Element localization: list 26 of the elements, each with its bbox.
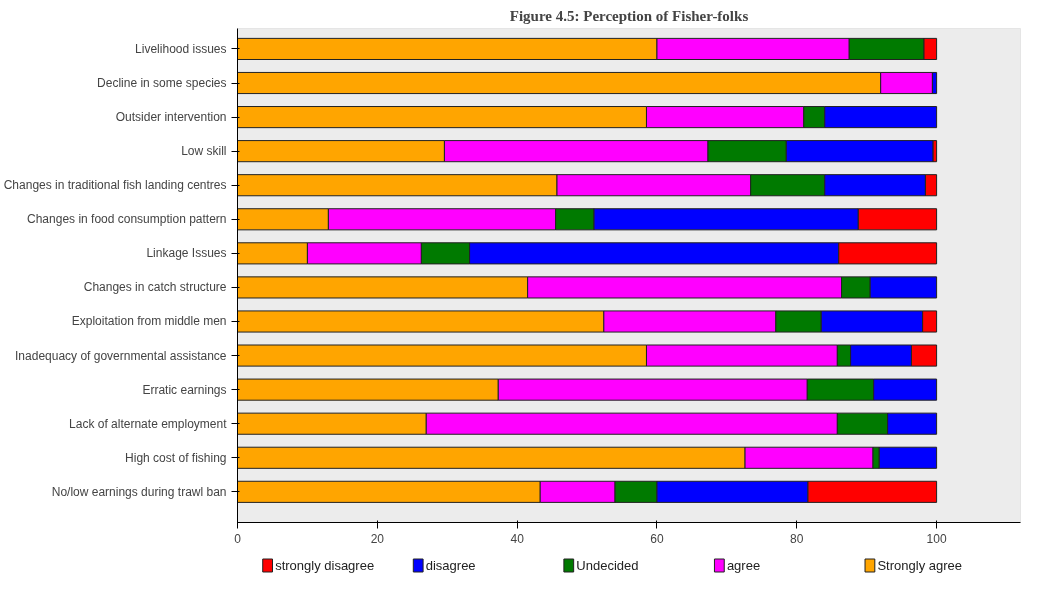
x-tick-label: 80 bbox=[790, 531, 804, 546]
y-tick-label: Decline in some species bbox=[97, 76, 227, 91]
legend-label: Undecided bbox=[576, 558, 639, 573]
x-tick-label: 20 bbox=[370, 531, 385, 546]
y-tick-label: Changes in catch structure bbox=[83, 280, 227, 295]
x-tick-label: 0 bbox=[234, 531, 242, 546]
legend-label: strongly disagree bbox=[275, 558, 375, 573]
chart-title: Figure 4.5: Perception of Fisher-folks bbox=[509, 7, 749, 24]
y-tick-label: Livelihood issues bbox=[135, 41, 227, 56]
y-tick-label: Changes in traditional fish landing centres bbox=[3, 178, 227, 193]
y-tick-label: High cost of fishing bbox=[125, 450, 227, 465]
legend-label: agree bbox=[726, 558, 761, 573]
y-tick-label: Changes in food consumption pattern bbox=[27, 212, 227, 227]
y-tick-label: Outsider intervention bbox=[115, 110, 227, 125]
legend-label: Strongly agree bbox=[877, 558, 963, 573]
y-tick-label: Exploitation from middle men bbox=[71, 314, 227, 329]
x-tick-label: 100 bbox=[926, 531, 947, 546]
y-tick-label: Erratic earnings bbox=[142, 382, 227, 397]
y-tick-label: Linkage Issues bbox=[146, 246, 227, 261]
x-tick-label: 60 bbox=[650, 531, 664, 546]
y-tick-label: Inadequacy of governmental assistance bbox=[15, 348, 227, 363]
legend-label: disagree bbox=[425, 558, 476, 573]
y-tick-label: Lack of alternate employment bbox=[69, 416, 228, 431]
y-tick-label: No/low earnings during trawl ban bbox=[51, 484, 227, 499]
y-tick-label: Low skill bbox=[181, 144, 227, 159]
x-tick-label: 40 bbox=[510, 531, 525, 546]
